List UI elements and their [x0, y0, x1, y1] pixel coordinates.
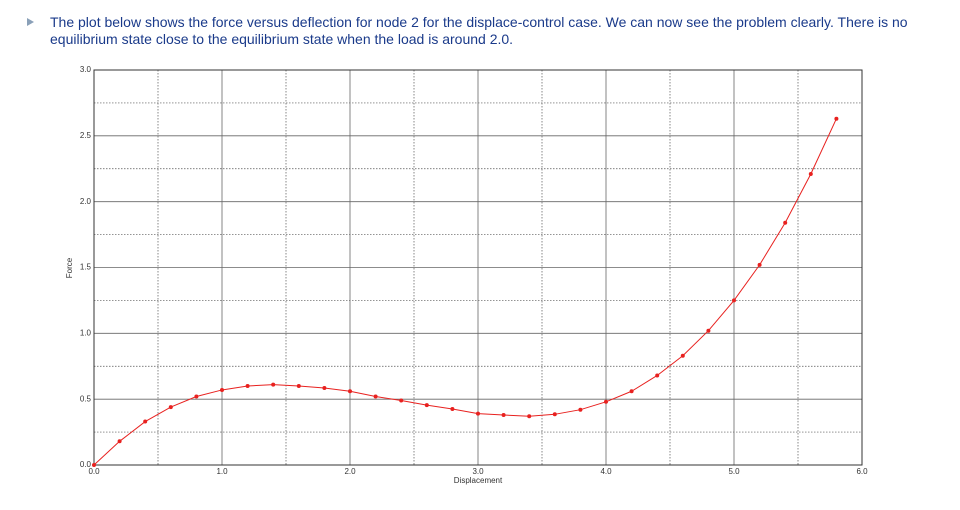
y-axis-label: Force — [65, 257, 74, 278]
data-point — [194, 394, 199, 399]
data-point — [604, 399, 608, 404]
data-point — [399, 398, 404, 403]
y-tick-label: 0.0 — [80, 460, 92, 469]
paragraph: The plot below shows the force versus de… — [50, 14, 908, 47]
data-point — [680, 353, 685, 358]
data-point — [271, 382, 276, 387]
data-point — [296, 384, 301, 388]
data-point — [245, 384, 250, 388]
data-point — [655, 373, 660, 378]
data-point — [629, 389, 634, 394]
data-point — [808, 172, 813, 177]
x-tick-label: 1.0 — [216, 467, 228, 476]
series-line — [93, 118, 837, 466]
y-tick-label: 2.5 — [80, 131, 92, 140]
data-point — [220, 387, 224, 392]
data-point — [783, 220, 788, 225]
data-point — [578, 407, 583, 412]
data-point — [322, 385, 327, 390]
x-tick-label: 4.0 — [600, 467, 612, 476]
data-point — [757, 262, 762, 267]
x-tick-label: 6.0 — [856, 467, 868, 476]
bullet — [27, 18, 34, 26]
x-tick-label: 5.0 — [728, 467, 740, 476]
data-point — [732, 298, 736, 303]
data-point — [117, 439, 122, 444]
data-point — [168, 405, 173, 410]
data-point — [527, 414, 532, 419]
x-tick-label: 0.0 — [88, 467, 100, 476]
y-tick-label: 1.5 — [80, 263, 92, 272]
x-tick-label: 2.0 — [344, 467, 356, 476]
data-point — [834, 116, 839, 121]
y-tick-label: 3.0 — [80, 65, 92, 74]
y-tick-label: 2.0 — [80, 197, 92, 206]
data-point — [450, 407, 455, 412]
data-point — [706, 328, 711, 333]
plot-frame — [93, 69, 863, 466]
data-point — [501, 412, 506, 417]
x-tick-label: 3.0 — [472, 467, 484, 476]
data-point — [92, 463, 96, 467]
data-point — [373, 394, 378, 399]
x-axis-label: Displacement — [454, 476, 503, 485]
data-point — [348, 389, 352, 394]
y-tick-label: 0.5 — [80, 394, 92, 403]
data-point — [424, 403, 429, 408]
data-point — [476, 411, 480, 416]
data-point — [143, 419, 148, 424]
data-point — [552, 412, 557, 417]
y-tick-label: 1.0 — [80, 328, 92, 337]
